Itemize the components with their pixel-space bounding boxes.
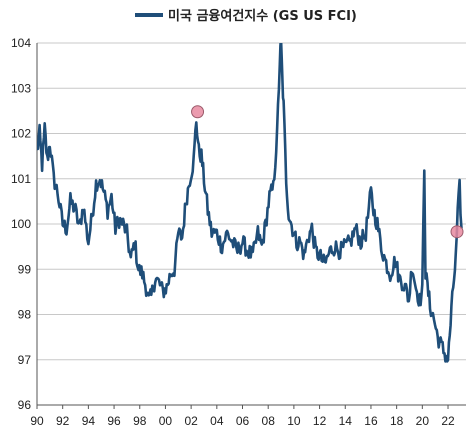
y-tick-label: 98: [18, 308, 32, 322]
x-tick-label: 12: [313, 414, 327, 428]
legend: 미국 금융여건지수 (GS US FCI): [135, 8, 357, 24]
x-tick-label: 10: [287, 414, 301, 428]
x-tick-label: 16: [364, 414, 378, 428]
y-tick-label: 96: [18, 398, 32, 412]
y-tick-label: 99: [18, 262, 32, 276]
x-tick-label: 22: [441, 414, 455, 428]
x-tick-label: 08: [262, 414, 276, 428]
axes: [36, 43, 466, 409]
x-tick-label: 02: [184, 414, 198, 428]
gridlines: [37, 42, 466, 361]
x-tick-label: 14: [339, 414, 353, 428]
x-tick-label: 96: [107, 414, 121, 428]
y-tick-label: 100: [11, 217, 31, 231]
x-tick-label: 90: [30, 414, 44, 428]
highlight-markers: [191, 105, 464, 239]
x-tick-label: 98: [133, 414, 147, 428]
x-tick-label: 92: [56, 414, 70, 428]
x-tick-label: 04: [210, 414, 224, 428]
y-tick-label: 103: [11, 81, 31, 95]
y-tick-label: 97: [18, 353, 32, 367]
highlight-marker: [450, 225, 464, 239]
y-tick-label: 101: [11, 172, 31, 186]
x-tick-label: 18: [390, 414, 404, 428]
legend-label: 미국 금융여건지수 (GS US FCI): [168, 8, 357, 24]
x-tick-label: 00: [159, 414, 173, 428]
highlight-marker: [191, 105, 205, 119]
x-tick-label: 20: [416, 414, 430, 428]
series-layer: [37, 43, 463, 363]
x-tick-label: 94: [82, 414, 96, 428]
y-tick-label: 104: [11, 36, 31, 50]
x-tick-label: 06: [236, 414, 250, 428]
series-line: [37, 43, 463, 363]
y-axis-tick-labels: 96 97 98 99 100 101 102 103 104: [11, 36, 31, 412]
x-axis-tick-labels: 90 92 94 96 98 00 02 04 06 08 10 12 14 16 18 20 22: [30, 414, 455, 428]
y-tick-label: 102: [11, 127, 31, 141]
